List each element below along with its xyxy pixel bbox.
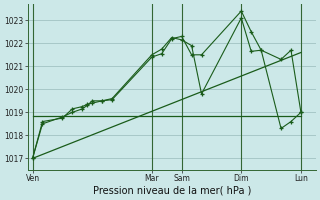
X-axis label: Pression niveau de la mer( hPa ): Pression niveau de la mer( hPa ) <box>92 186 251 196</box>
